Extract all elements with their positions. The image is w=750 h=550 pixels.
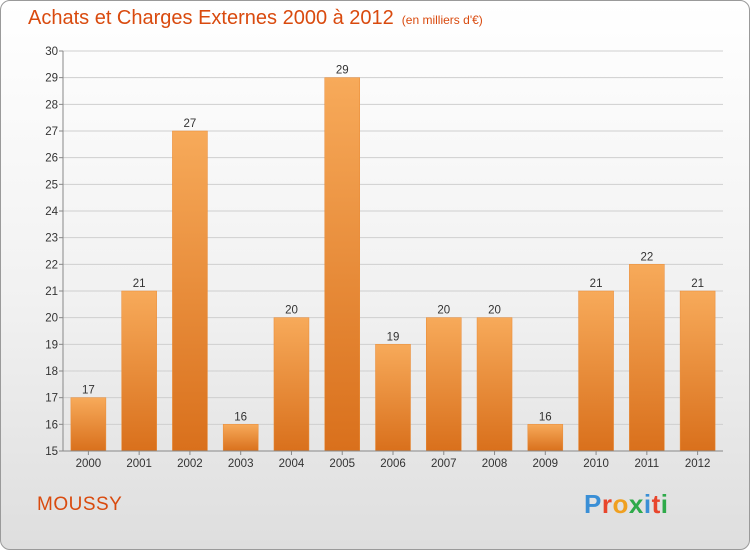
y-axis: 15 16 17 18 19 20 21 22 23 24 25 26 27 28 29 30 [45,46,64,458]
bar-value-label: 19 [387,331,400,343]
bars: 17 21 27 16 20 29 19 20 20 16 21 22 21 [70,65,716,452]
bar [324,77,360,452]
x-tick-label: 2010 [583,458,609,470]
bar-value-label: 21 [691,278,704,290]
logo-letter: i [660,489,669,519]
y-tick-label: 16 [45,419,58,431]
x-tick-label: 2000 [76,458,102,470]
y-tick-label: 24 [45,206,58,218]
chart-title-text: Achats et Charges Externes 2000 à 2012 [28,7,394,29]
logo-letter: x [628,489,644,519]
bar [70,397,107,452]
y-tick-label: 23 [45,233,58,245]
x-tick-label: 2012 [685,458,711,470]
bar-value-label: 21 [590,278,603,290]
y-tick-label: 17 [45,393,58,405]
y-tick-label: 21 [45,286,58,298]
bar-value-label: 22 [640,251,653,263]
x-tick-label: 2001 [126,458,152,470]
bar [121,290,157,452]
bar-value-label: 29 [336,65,349,77]
bar-value-label: 16 [234,411,247,423]
chart-title: Achats et Charges Externes 2000 à 2012 (e… [28,7,483,30]
y-tick-label: 18 [45,366,58,378]
bar-value-label: 20 [285,305,298,317]
y-tick-label: 28 [45,99,58,111]
bar-value-label: 17 [82,385,95,397]
y-tick-label: 25 [45,179,58,191]
proxiti-logo: Proxiti [584,489,668,520]
x-tick-label: 2006 [380,458,406,470]
y-tick-label: 30 [45,46,58,58]
bar [426,317,462,452]
logo-letter: P [584,489,602,519]
bar [476,317,513,452]
bar [273,317,310,452]
bar [578,290,614,452]
x-tick-label: 2005 [329,458,355,470]
y-tick-label: 20 [45,313,58,325]
bar-value-label: 27 [184,118,197,130]
chart-subtitle: (en milliers d'€) [401,13,483,27]
bar [629,264,665,452]
y-tick-label: 22 [45,259,58,271]
x-axis: 2000 2001 2002 2003 2004 2005 2006 2007 2008 2009… [63,450,723,470]
bar [527,424,564,452]
x-tick-label: 2008 [482,458,508,470]
bar-value-label: 20 [488,305,501,317]
bar [679,290,716,452]
y-tick-label: 15 [45,446,58,458]
y-tick-label: 26 [45,153,58,165]
bar-value-label: 20 [437,305,450,317]
x-tick-label: 2004 [279,458,305,470]
bar-value-label: 16 [539,411,552,423]
x-tick-label: 2011 [634,458,659,470]
logo-letter: o [612,489,629,519]
x-tick-label: 2003 [228,458,254,470]
x-tick-label: 2009 [533,458,559,470]
x-tick-label: 2002 [177,458,203,470]
logo-letter: i [643,489,652,519]
y-tick-label: 19 [45,339,58,351]
logo-letter: r [601,489,613,519]
y-tick-label: 29 [45,73,58,85]
logo-letter: t [651,489,661,519]
bar [172,130,208,452]
location-label: MOUSSY [37,494,123,515]
bar [375,344,411,452]
bar-value-label: 21 [133,278,146,290]
bar [222,424,259,452]
x-tick-label: 2007 [431,458,457,470]
y-tick-label: 27 [45,126,58,138]
